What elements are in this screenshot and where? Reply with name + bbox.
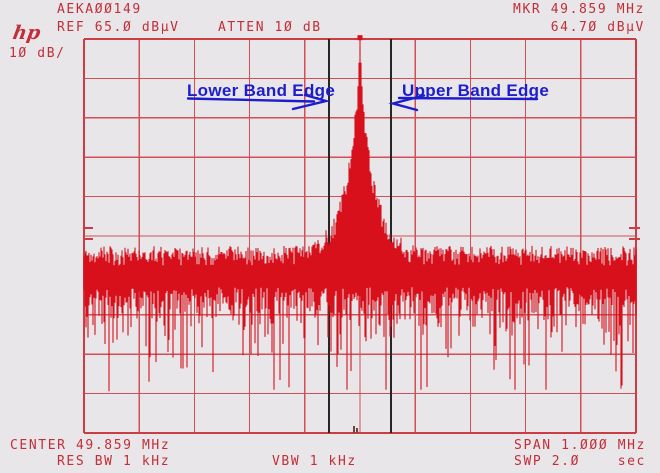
sweep-label: SWP 2.Ø sec bbox=[514, 454, 646, 469]
lower-band-edge-underline bbox=[186, 97, 316, 103]
hp-logo: hp bbox=[11, 22, 43, 44]
res-bw-label: RES BW 1 kHz bbox=[57, 454, 171, 469]
vbw-label: VBW 1 kHz bbox=[272, 454, 357, 469]
spectrum-trace bbox=[83, 40, 637, 392]
scale-per-div-label: 1Ø dB/ bbox=[9, 46, 66, 61]
upper-band-edge-arrowhead bbox=[388, 94, 426, 112]
span-label: SPAN 1.ØØØ MHz bbox=[514, 438, 646, 453]
marker-freq-readout: MKR 49.859 MHz bbox=[513, 2, 645, 17]
center-freq-label: CENTER 49.859 MHz bbox=[10, 438, 171, 453]
trace-id-label: AEKAØØ149 bbox=[57, 2, 142, 17]
marker-level-readout: 64.7Ø dBμV bbox=[550, 20, 645, 35]
upper-band-edge-annotation: Upper Band Edge bbox=[402, 81, 550, 100]
lower-band-edge-arrowhead bbox=[291, 93, 331, 111]
lower-band-edge-annotation: Lower Band Edge bbox=[187, 81, 336, 100]
upper-band-edge-underline bbox=[397, 96, 539, 101]
ref-level-label: REF 65.Ø dBμV bbox=[57, 20, 180, 35]
marker-dot bbox=[357, 35, 363, 41]
atten-label: ATTEN 1Ø dB bbox=[218, 20, 322, 35]
